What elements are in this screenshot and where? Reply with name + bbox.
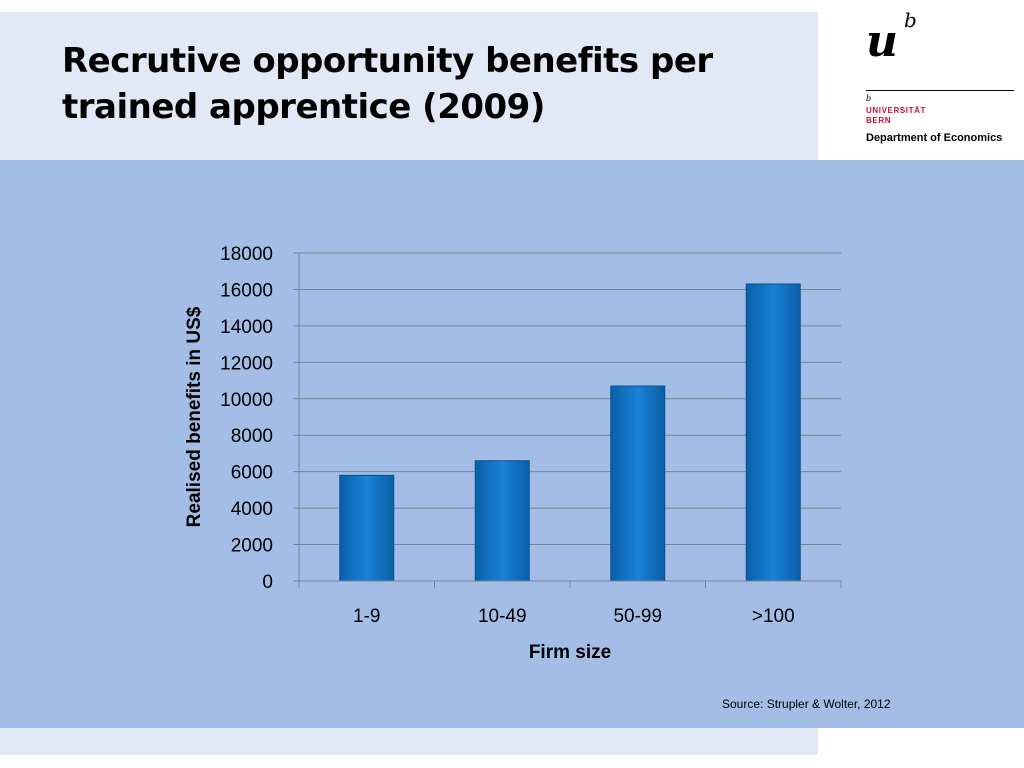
y-tick-label: 0	[262, 572, 273, 593]
x-tick-label: 10-49	[478, 606, 527, 627]
y-tick-label: 4000	[231, 499, 273, 520]
source-note: Source: Strupler & Wolter, 2012	[722, 697, 891, 711]
y-axis-title: Realised benefits in US$	[184, 306, 205, 527]
x-axis-title: Firm size	[529, 642, 611, 663]
bar	[745, 283, 801, 582]
logo-city: BERN	[866, 116, 892, 125]
y-tick-label: 10000	[220, 390, 273, 411]
logo-university: UNIVERSITÄT	[866, 106, 926, 115]
y-tick-label: 18000	[220, 244, 273, 265]
y-tick-label: 8000	[231, 426, 273, 447]
logo-u-mark: u	[866, 16, 898, 67]
slide-title: Recrutive opportunity benefits per train…	[62, 41, 713, 127]
bar	[610, 385, 666, 582]
x-tick-label: 50-99	[613, 606, 662, 627]
university-logo: u b b UNIVERSITÄT BERN Department of Eco…	[818, 0, 1024, 160]
bars	[339, 283, 801, 582]
logo-department: Department of Economics	[866, 132, 1003, 144]
y-tick-label: 14000	[220, 317, 273, 338]
logo-small-b: b	[866, 94, 872, 103]
y-tick-label: 2000	[231, 536, 273, 557]
x-tick-label: 1-9	[353, 606, 380, 627]
y-tick-label: 16000	[220, 280, 273, 301]
title-band	[0, 12, 818, 160]
bar	[339, 474, 395, 582]
axes: 0 2000 4000 6000 8000 10000 12000 14000 16000 180…	[220, 244, 842, 627]
logo-b-mark: b	[904, 8, 917, 32]
y-tick-label: 6000	[231, 463, 273, 484]
axis-labels: Firm size Realised benefits in US$	[184, 306, 611, 663]
content-band	[0, 160, 1024, 728]
y-tick-label: 12000	[220, 353, 273, 374]
footer-band	[0, 728, 818, 755]
x-tick-label: >100	[752, 606, 795, 627]
logo-divider	[866, 90, 1014, 91]
bar	[474, 460, 530, 582]
